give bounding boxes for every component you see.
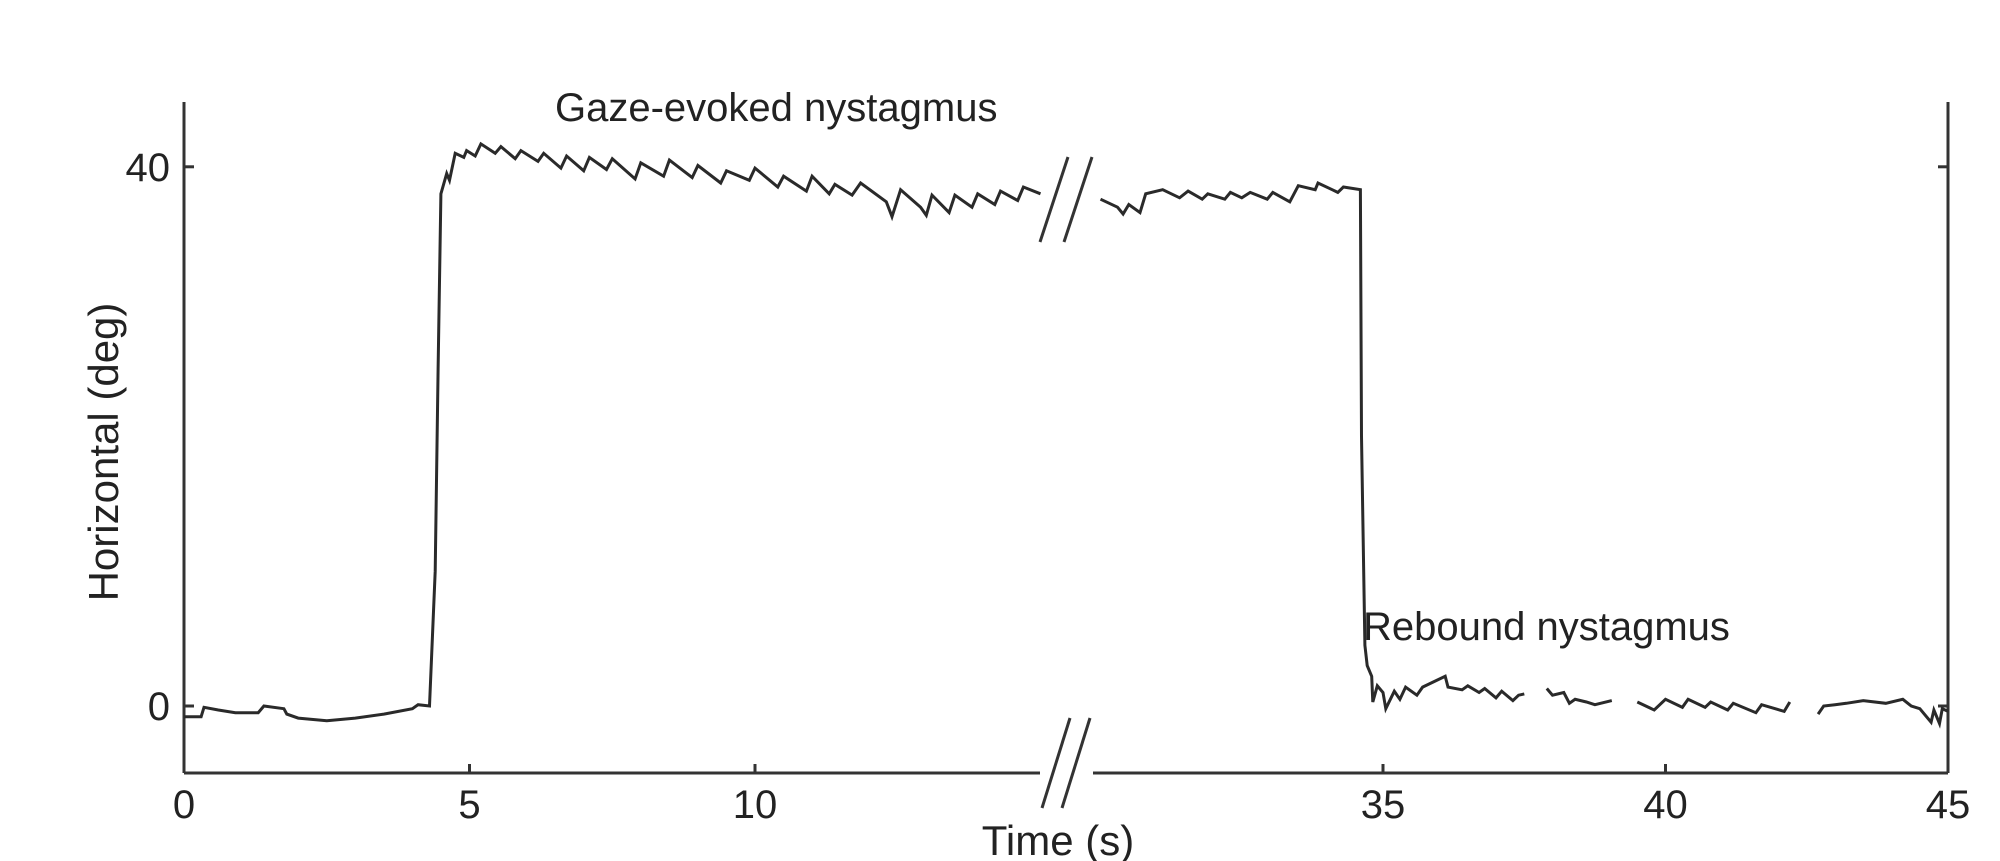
ticks bbox=[182, 165, 1950, 773]
annotation-rebound: Rebound nystagmus bbox=[1363, 605, 1730, 649]
x-tick-label: 0 bbox=[173, 783, 195, 827]
x-tick-label: 10 bbox=[733, 783, 778, 827]
y-axis-label: Horizontal (deg) bbox=[80, 303, 127, 602]
annotation-gaze-evoked: Gaze-evoked nystagmus bbox=[555, 86, 997, 130]
x-axis-label: Time (s) bbox=[982, 817, 1134, 861]
y-tick-label: 40 bbox=[126, 146, 171, 190]
trace-segment bbox=[184, 141, 1042, 723]
axis-break-bottom bbox=[1040, 717, 1092, 809]
axis-break-top bbox=[1038, 156, 1094, 243]
trace-segment bbox=[1636, 697, 1792, 715]
x-tick-label: 5 bbox=[458, 783, 480, 827]
x-tick-label: 35 bbox=[1361, 783, 1406, 827]
trace-segment bbox=[1545, 687, 1613, 707]
x-tick-label: 45 bbox=[1926, 783, 1971, 827]
y-tick-label: 0 bbox=[148, 685, 170, 729]
trace-segment bbox=[1099, 180, 1525, 714]
tick-labels: 0 5 10 35 40 45 0 40 bbox=[126, 146, 1971, 827]
trace-segment bbox=[1816, 697, 1949, 729]
x-tick-label: 40 bbox=[1643, 783, 1688, 827]
data-series bbox=[184, 141, 1949, 729]
